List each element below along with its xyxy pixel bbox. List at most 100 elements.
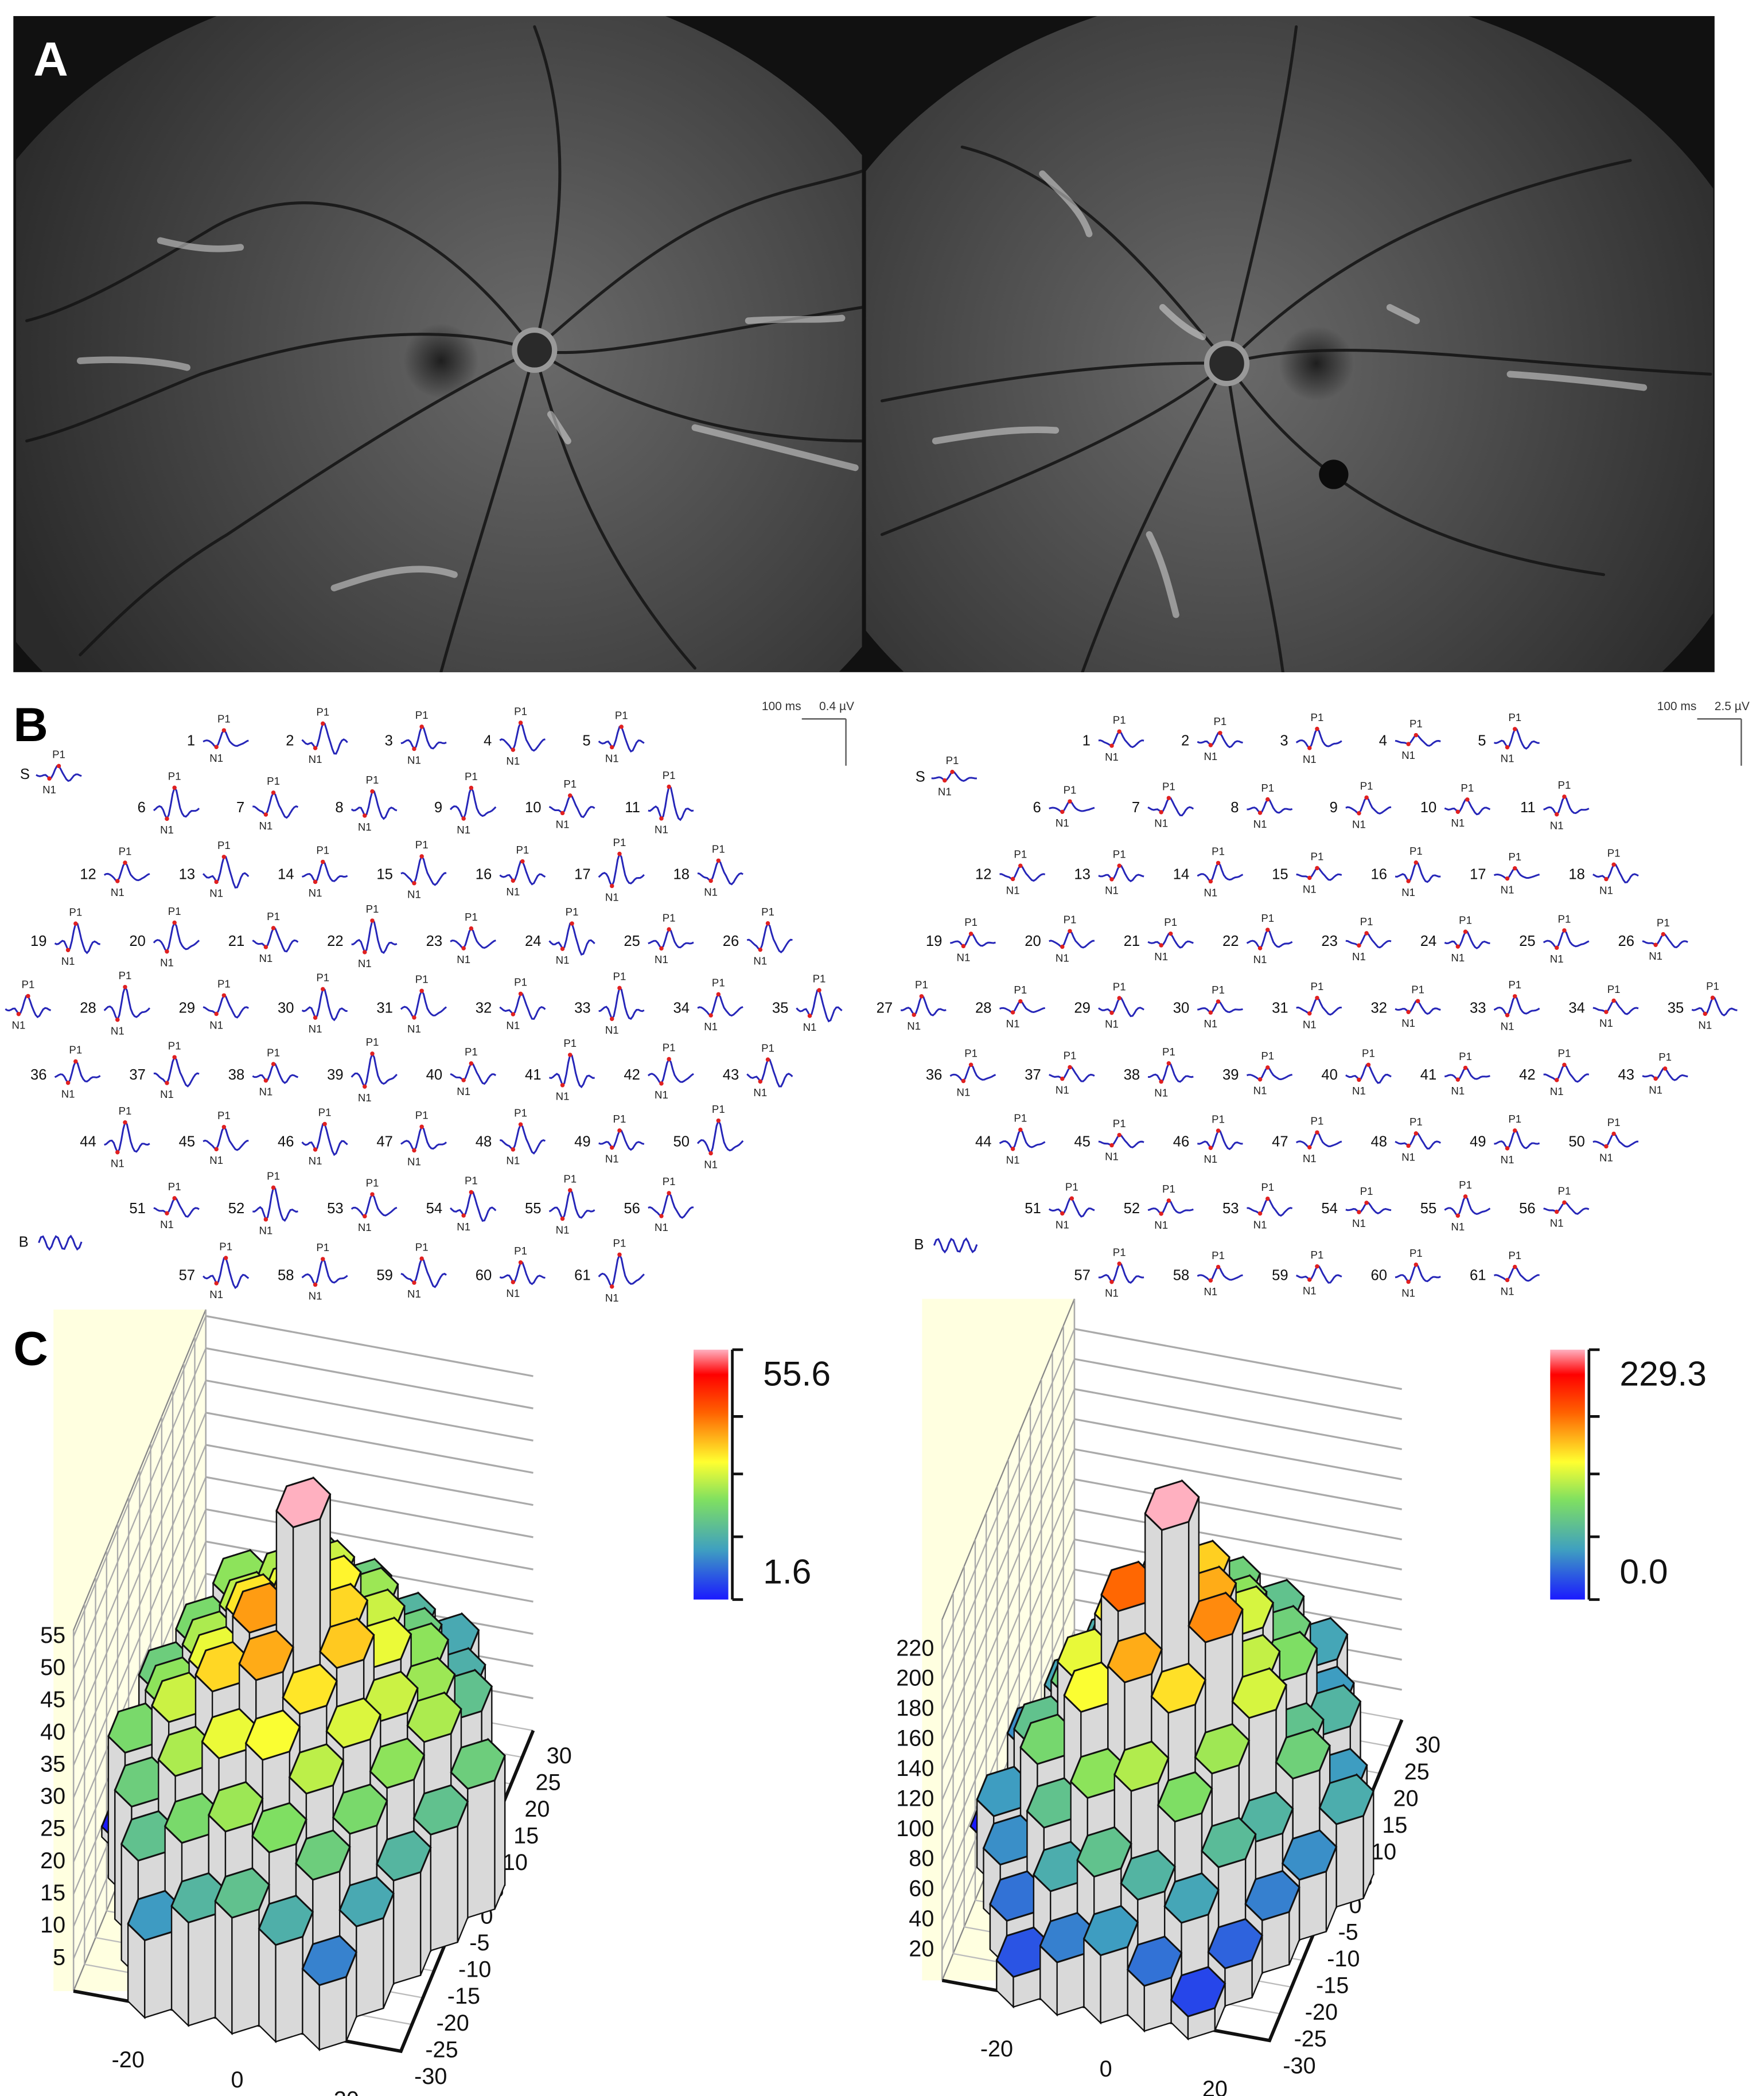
- z-tick-label: 20: [909, 1936, 934, 1961]
- peak-marker: [950, 769, 955, 774]
- hexagon-label: 22: [1222, 933, 1239, 949]
- trough-marker: [165, 949, 169, 954]
- trough-marker: [1406, 1143, 1411, 1148]
- trough-label: N1: [1401, 749, 1415, 761]
- hexagon-label: 19: [926, 933, 942, 949]
- hexagon-label: 58: [278, 1268, 294, 1284]
- trough-marker: [1257, 1211, 1263, 1216]
- peak-marker: [617, 1252, 622, 1257]
- stimulus-label: S: [916, 769, 925, 785]
- hexagon-label: 47: [1272, 1134, 1288, 1150]
- hexagon-label: 27: [877, 1000, 893, 1016]
- peak-marker: [1413, 733, 1419, 738]
- trough-marker: [610, 1016, 614, 1021]
- waveform: [1296, 867, 1342, 881]
- peak-label: P1: [663, 1175, 676, 1187]
- peak-label: P1: [366, 774, 379, 786]
- back-grid-line: [1074, 1328, 1402, 1390]
- back-grid-line: [205, 1379, 534, 1442]
- back-grid-line: [1074, 1358, 1402, 1420]
- hexagon-label: 14: [1173, 867, 1190, 883]
- trough-marker: [363, 813, 367, 818]
- hexagon-label: 48: [1371, 1134, 1388, 1150]
- peak-label: P1: [465, 1046, 478, 1058]
- trough-marker: [263, 812, 268, 817]
- trough-marker: [1307, 1145, 1312, 1150]
- peak-marker: [1018, 1127, 1023, 1132]
- peak-marker: [419, 988, 424, 994]
- peak-label: P1: [415, 973, 429, 985]
- peak-marker: [568, 1053, 573, 1057]
- peak-label: P1: [1409, 845, 1423, 857]
- peak-marker: [123, 1120, 127, 1125]
- trough-label: N1: [753, 955, 767, 967]
- peak-label: P1: [514, 1107, 527, 1119]
- trough-marker: [1505, 1277, 1510, 1283]
- hexagon-label: 46: [1173, 1134, 1190, 1150]
- peak-marker: [172, 1196, 177, 1201]
- column-top: [1194, 1723, 1251, 1775]
- trough-label: N1: [1105, 751, 1119, 763]
- column-side: [258, 1927, 277, 2044]
- waveform: [1395, 734, 1441, 747]
- trough-label: N1: [556, 1224, 570, 1236]
- hexagon-label: 8: [1230, 800, 1239, 816]
- trough-marker: [47, 776, 52, 781]
- peak-label: P1: [1113, 1117, 1126, 1129]
- trough-label: N1: [1550, 953, 1564, 965]
- peak-label: P1: [712, 977, 725, 989]
- peak-marker: [419, 724, 424, 729]
- scale-amplitude: 2.5 µV: [1715, 700, 1750, 713]
- trough-marker: [1357, 943, 1361, 948]
- waveform: [1247, 798, 1293, 815]
- peak-label: P1: [1657, 917, 1670, 929]
- hexagon-label: 39: [327, 1067, 344, 1083]
- hexagon-label: 32: [476, 1000, 492, 1016]
- trough-label: N1: [1599, 1017, 1613, 1029]
- trough-label: N1: [1599, 1151, 1613, 1163]
- peak-label: P1: [615, 709, 628, 721]
- peak-label: P1: [1607, 1116, 1621, 1128]
- trough-marker: [65, 1080, 71, 1085]
- peak-marker: [1513, 1264, 1517, 1269]
- peak-marker: [1662, 1066, 1668, 1071]
- column-top: [1107, 1632, 1163, 1684]
- peak-label: P1: [964, 1047, 978, 1059]
- trough-label: N1: [457, 1085, 470, 1097]
- peak-label: P1: [415, 1241, 429, 1253]
- hexagon-label: 52: [228, 1201, 245, 1217]
- hexagon-label: 34: [673, 1000, 690, 1016]
- back-grid-line: [1074, 1418, 1402, 1481]
- trough-marker: [1060, 1076, 1065, 1081]
- hexagon-label: 3: [385, 733, 393, 749]
- trough-marker: [1406, 1010, 1411, 1014]
- peak-label: P1: [1658, 1051, 1672, 1063]
- y-tick-label: -20: [437, 2011, 469, 2036]
- hexagon-label: 11: [625, 800, 640, 816]
- peak-marker: [26, 994, 30, 999]
- hexagon-label: 17: [574, 867, 590, 883]
- trough-marker: [1208, 1010, 1213, 1015]
- column-side: [170, 1904, 189, 2028]
- trough-marker: [1109, 877, 1114, 882]
- panel-label: B: [13, 698, 48, 751]
- trough-label: N1: [259, 1225, 272, 1237]
- trough-label: N1: [457, 953, 470, 965]
- z-tick-label: 50: [40, 1655, 65, 1680]
- column-top: [275, 1476, 332, 1529]
- trough-label: N1: [1006, 884, 1020, 896]
- column-top: [450, 1738, 506, 1790]
- trough-label: N1: [1451, 817, 1465, 829]
- hexagon-label: 36: [30, 1067, 46, 1083]
- peak-marker: [221, 728, 227, 733]
- panel-label: C: [13, 1322, 48, 1376]
- waveform: [301, 1123, 348, 1156]
- peak-label: P1: [1311, 1249, 1324, 1261]
- trough-label: N1: [506, 1155, 520, 1167]
- waveform: [1494, 867, 1540, 880]
- trough-label: N1: [1204, 1153, 1217, 1165]
- peak-label: P1: [1113, 848, 1126, 860]
- waveform: [1494, 1129, 1540, 1150]
- y-tick-label: -15: [1316, 1973, 1349, 1998]
- trough-label: N1: [259, 820, 272, 832]
